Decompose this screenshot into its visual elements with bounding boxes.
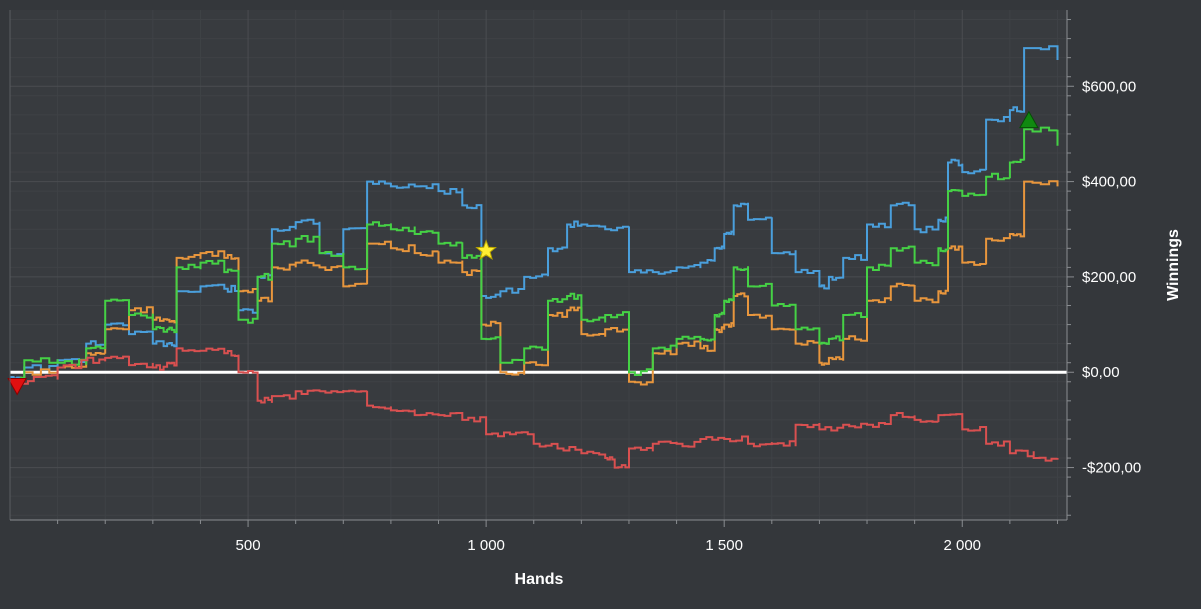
y-tick-label: $200,00 (1082, 269, 1136, 286)
series-line-4 (10, 347, 1059, 469)
series-line-1 (10, 45, 1059, 381)
peak-marker-icon (1019, 110, 1039, 129)
marker-layer (7, 110, 1039, 396)
x-tick-label: 1 500 (705, 537, 743, 554)
x-tick-label: 1 000 (467, 537, 505, 554)
y-tick-label: $0,00 (1082, 364, 1120, 381)
y-tick-label: -$200,00 (1082, 460, 1141, 477)
y-tick-label: $400,00 (1082, 174, 1136, 191)
x-axis-title: Hands (515, 571, 564, 588)
y-axis-ticks: $600,00 $400,00 $200,00 $0,00 -$200,00 (1067, 19, 1141, 516)
x-tick-label: 2 000 (943, 537, 981, 554)
start-marker-icon (7, 378, 27, 396)
series-layer (10, 45, 1059, 469)
y-axis-title: Winnings (1165, 229, 1182, 301)
series-line-3 (10, 126, 1059, 382)
series-line-2 (10, 180, 1059, 386)
axis-frame (9, 10, 1068, 521)
x-tick-label: 500 (236, 537, 261, 554)
star-marker-icon (475, 239, 497, 260)
x-axis-ticks: 500 1 000 1 500 2 000 (57, 520, 1058, 554)
y-tick-label: $600,00 (1082, 78, 1136, 95)
